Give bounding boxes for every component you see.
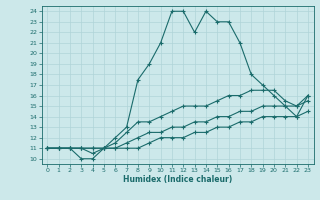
X-axis label: Humidex (Indice chaleur): Humidex (Indice chaleur) xyxy=(123,175,232,184)
